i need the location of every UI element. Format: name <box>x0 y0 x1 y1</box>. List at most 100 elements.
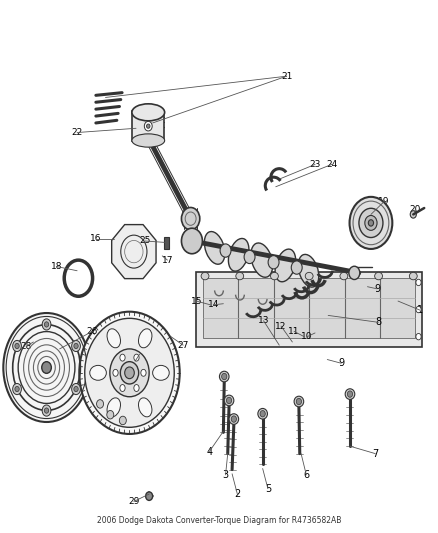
Text: 1: 1 <box>417 305 423 315</box>
Ellipse shape <box>138 398 152 417</box>
Polygon shape <box>196 272 422 348</box>
Text: 18: 18 <box>51 262 62 271</box>
Ellipse shape <box>90 366 106 380</box>
Ellipse shape <box>147 124 150 128</box>
Ellipse shape <box>416 334 421 340</box>
Ellipse shape <box>120 385 125 391</box>
Ellipse shape <box>141 369 146 376</box>
Ellipse shape <box>268 256 279 269</box>
Text: 23: 23 <box>309 160 321 169</box>
Ellipse shape <box>224 395 234 406</box>
Ellipse shape <box>120 354 125 361</box>
Ellipse shape <box>208 283 230 298</box>
Ellipse shape <box>138 329 152 348</box>
Ellipse shape <box>107 398 120 417</box>
Ellipse shape <box>258 408 268 419</box>
Text: 8: 8 <box>375 317 381 327</box>
Bar <box>164 237 169 249</box>
Ellipse shape <box>42 362 51 373</box>
Ellipse shape <box>252 292 274 306</box>
Ellipse shape <box>275 249 296 282</box>
Text: 22: 22 <box>71 128 83 137</box>
Text: 21: 21 <box>281 71 292 80</box>
Text: 3: 3 <box>223 470 229 480</box>
Ellipse shape <box>74 386 78 392</box>
Ellipse shape <box>119 416 126 425</box>
Ellipse shape <box>231 416 237 422</box>
Text: 7: 7 <box>372 449 378 458</box>
Ellipse shape <box>228 238 249 271</box>
Text: 17: 17 <box>162 256 173 264</box>
Text: 10: 10 <box>301 332 313 341</box>
Ellipse shape <box>42 319 51 330</box>
Ellipse shape <box>107 410 114 419</box>
Ellipse shape <box>152 366 169 380</box>
Ellipse shape <box>13 341 21 352</box>
Text: 20: 20 <box>410 205 421 214</box>
Ellipse shape <box>251 243 273 277</box>
Ellipse shape <box>410 211 417 218</box>
Text: 13: 13 <box>258 316 269 325</box>
Ellipse shape <box>145 122 152 131</box>
Ellipse shape <box>42 405 51 416</box>
Ellipse shape <box>125 367 134 378</box>
Ellipse shape <box>72 383 81 394</box>
Text: 5: 5 <box>265 484 271 494</box>
Ellipse shape <box>113 369 118 376</box>
Text: 15: 15 <box>191 296 202 305</box>
Ellipse shape <box>345 389 355 399</box>
Text: 11: 11 <box>288 327 300 336</box>
Ellipse shape <box>416 306 421 313</box>
Ellipse shape <box>132 104 165 121</box>
Ellipse shape <box>134 385 139 391</box>
Ellipse shape <box>134 354 139 361</box>
Ellipse shape <box>15 343 19 349</box>
Text: 16: 16 <box>90 235 102 244</box>
Ellipse shape <box>13 383 21 394</box>
Ellipse shape <box>229 414 239 424</box>
Ellipse shape <box>146 492 152 500</box>
Text: 6: 6 <box>303 470 309 480</box>
Ellipse shape <box>96 400 103 408</box>
Ellipse shape <box>4 313 90 422</box>
Ellipse shape <box>416 279 421 286</box>
Ellipse shape <box>72 341 81 352</box>
Polygon shape <box>203 278 416 338</box>
Text: 4: 4 <box>206 447 212 456</box>
Ellipse shape <box>219 371 229 382</box>
Text: 2: 2 <box>234 489 240 499</box>
Text: 19: 19 <box>378 197 390 206</box>
Ellipse shape <box>347 391 353 397</box>
Ellipse shape <box>44 408 49 413</box>
Ellipse shape <box>291 261 302 274</box>
Ellipse shape <box>107 329 120 348</box>
Text: 29: 29 <box>128 497 140 506</box>
Ellipse shape <box>374 272 382 280</box>
Ellipse shape <box>298 254 319 287</box>
Ellipse shape <box>260 410 265 417</box>
Ellipse shape <box>365 215 377 230</box>
Ellipse shape <box>220 244 231 257</box>
Text: 12: 12 <box>276 321 287 330</box>
Text: 9: 9 <box>338 358 344 368</box>
Ellipse shape <box>349 266 360 279</box>
Ellipse shape <box>368 220 374 226</box>
Text: 27: 27 <box>177 341 189 350</box>
Ellipse shape <box>296 398 301 405</box>
Ellipse shape <box>181 207 200 230</box>
Ellipse shape <box>181 228 202 254</box>
Ellipse shape <box>120 362 139 384</box>
Ellipse shape <box>85 318 174 427</box>
Ellipse shape <box>244 251 255 264</box>
Ellipse shape <box>359 208 383 238</box>
Ellipse shape <box>79 312 180 434</box>
Ellipse shape <box>201 272 209 280</box>
Ellipse shape <box>350 197 392 249</box>
Ellipse shape <box>226 397 232 403</box>
Ellipse shape <box>271 272 279 280</box>
Text: 30: 30 <box>129 357 141 366</box>
Bar <box>132 111 164 141</box>
Text: 9: 9 <box>374 284 380 294</box>
Ellipse shape <box>305 272 313 280</box>
Text: 24: 24 <box>326 160 337 169</box>
